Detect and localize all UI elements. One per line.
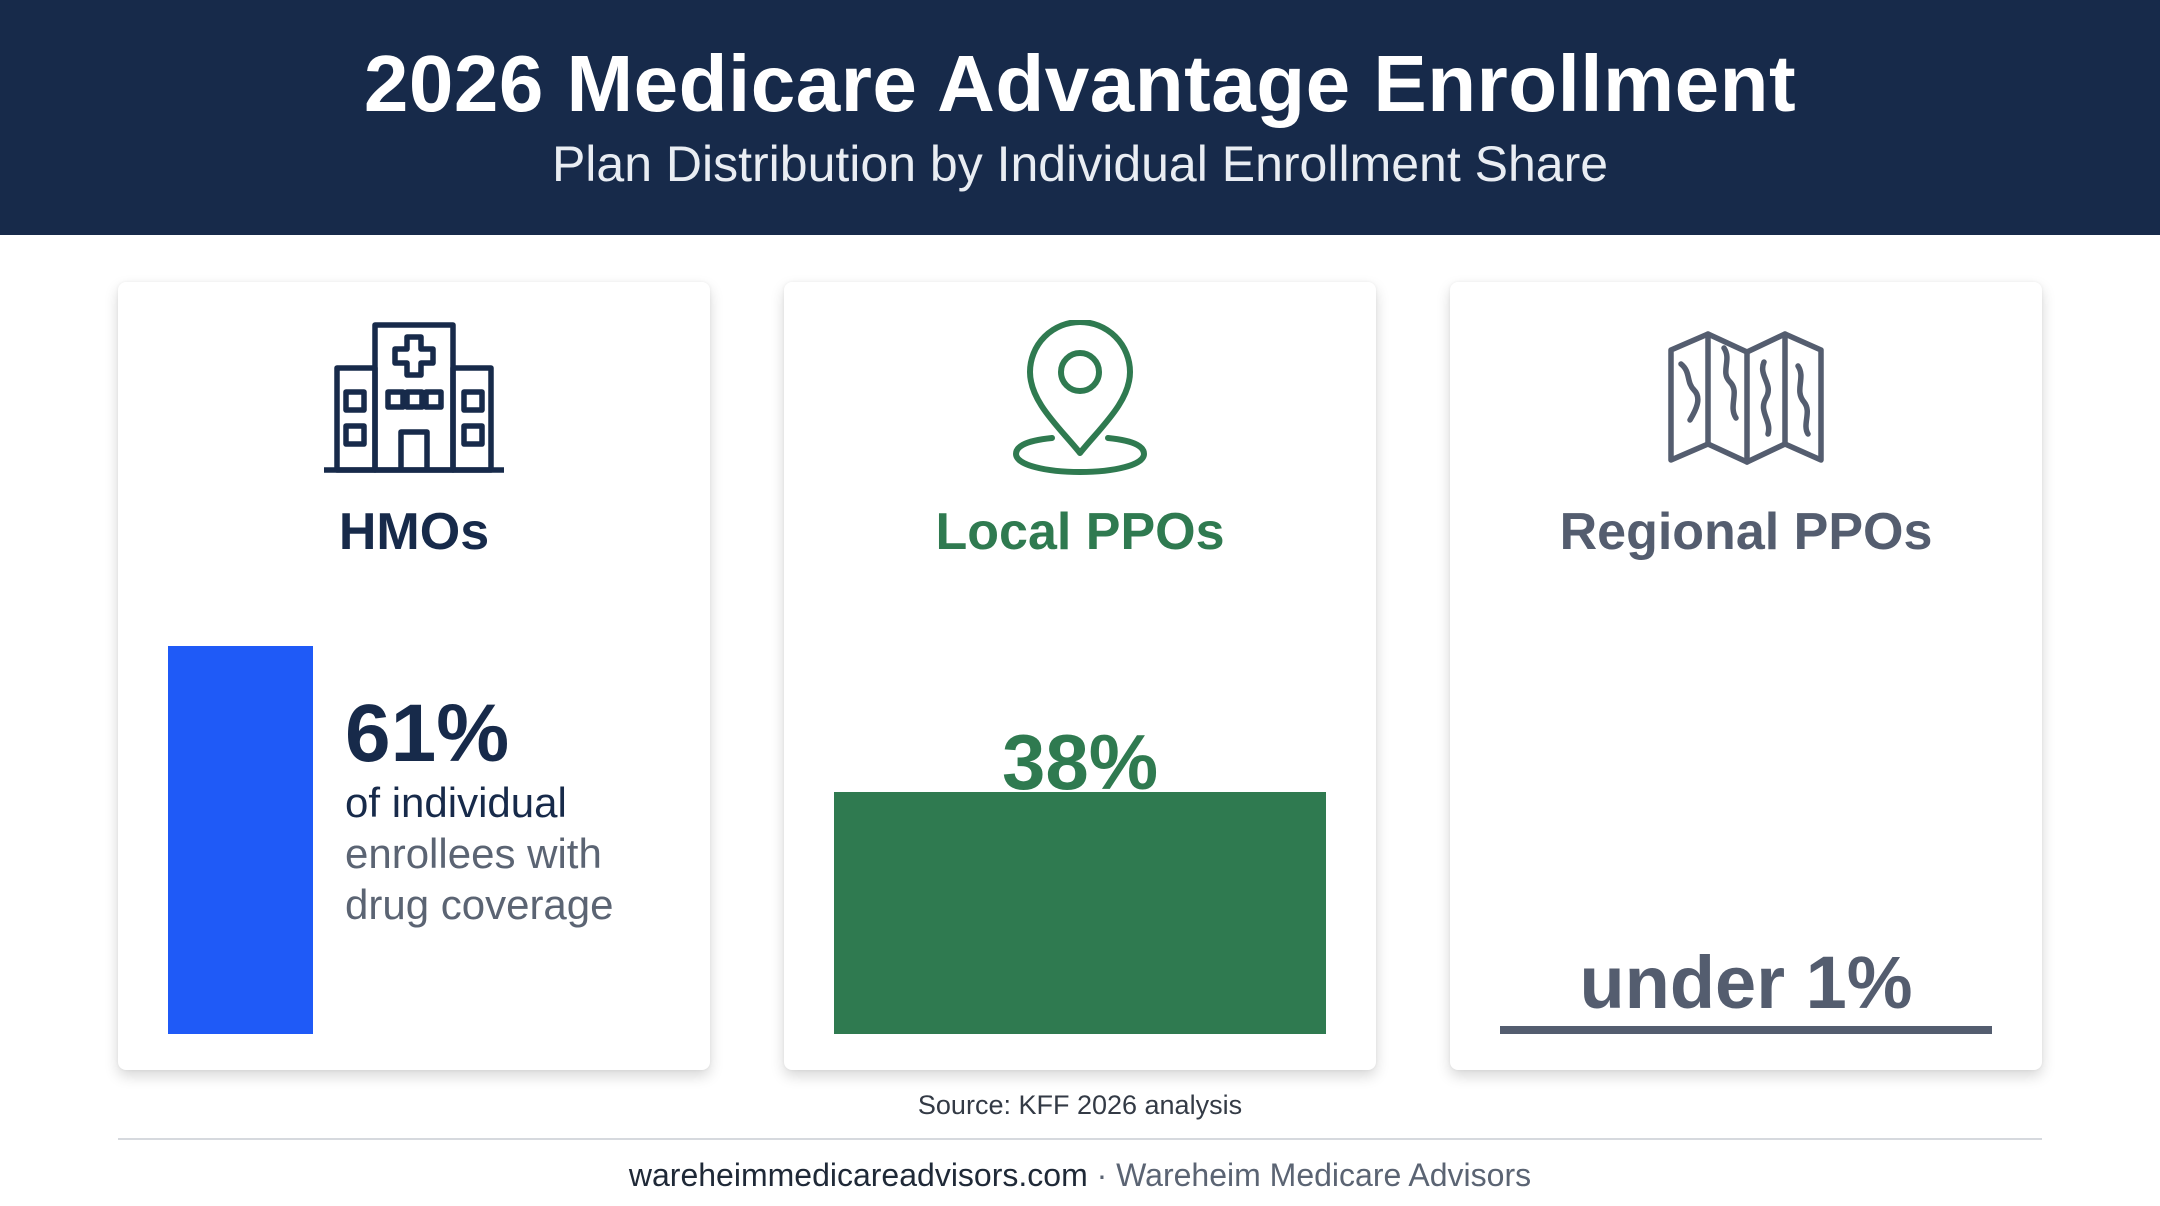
card-local-ppos: Local PPOs 38%: [784, 282, 1376, 1070]
value-label-regional-ppos: under 1%: [1579, 941, 1913, 1024]
footer: wareheimmedicareadvisors.com · Wareheim …: [0, 1157, 2160, 1194]
card-title-hmos: HMOs: [338, 503, 490, 561]
card-hmos: HMOs 61% of individual enrollees with dr…: [118, 282, 710, 1070]
footer-divider: [118, 1138, 2042, 1140]
hmo-description-line3: drug coverage: [345, 881, 614, 928]
footer-website: wareheimmedicareadvisors.com: [628, 1157, 1088, 1193]
folded-map-icon: [1646, 320, 1846, 480]
header-banner: 2026 Medicare Advantage Enrollment Plan …: [0, 0, 2160, 235]
hmo-description-line1: of individual: [345, 779, 567, 826]
card-title-local-ppos: Local PPOs: [935, 503, 1225, 561]
page-subtitle: Plan Distribution by Individual Enrollme…: [551, 136, 1609, 192]
source-note: Source: KFF 2026 analysis: [917, 1090, 1243, 1120]
hmo-description: of individual enrollees with drug covera…: [345, 777, 675, 930]
hospital-building-icon: [314, 320, 514, 480]
footer-separator: ·: [1087, 1157, 1117, 1193]
bar-local-ppos: [834, 792, 1326, 1034]
card-title-regional-ppos: Regional PPOs: [1559, 503, 1933, 561]
bar-regional-ppos: [1500, 1026, 1992, 1034]
value-label-hmos: 61%: [345, 688, 510, 779]
footer-brand: Wareheim Medicare Advisors: [1116, 1157, 1532, 1193]
hmo-description-line2: enrollees with: [345, 830, 602, 877]
bar-hmos: [168, 646, 313, 1034]
page-title: 2026 Medicare Advantage Enrollment: [363, 39, 1797, 128]
value-label-local-ppos: 38%: [1001, 718, 1159, 806]
card-regional-ppos: Regional PPOs under 1%: [1450, 282, 2042, 1070]
map-pin-icon: [980, 320, 1180, 480]
